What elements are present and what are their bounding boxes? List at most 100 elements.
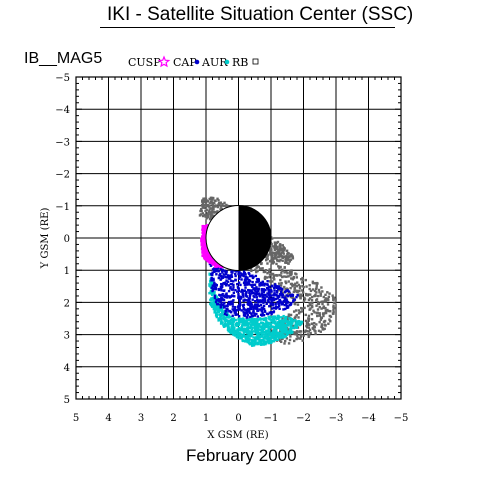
axis-ticks: 5 4 3 2 1 0 −1 −2 −3 −4 −5 −5 −4 −3 −2 −1 0 1 2 3 4 5 <box>55 73 408 424</box>
data-point-rb <box>290 254 294 257</box>
data-point-aur <box>275 329 278 333</box>
data-point-rb <box>287 275 290 278</box>
data-point-cap <box>217 270 220 273</box>
data-point-cap <box>252 283 255 287</box>
data-point-rb <box>212 211 215 214</box>
data-point-cap <box>245 294 248 298</box>
data-point-cusp <box>201 254 205 258</box>
data-point-cap <box>281 302 284 306</box>
data-point-cap <box>213 294 217 297</box>
data-point-cap <box>238 301 242 304</box>
data-point-cap <box>287 305 290 308</box>
legend-symbol-rb <box>252 58 259 65</box>
data-point-aur <box>268 330 271 334</box>
data-point-aur <box>234 324 238 327</box>
data-point-cap <box>233 295 236 298</box>
data-point-rb <box>331 296 335 299</box>
data-point-cap <box>237 289 241 293</box>
data-point-rb <box>284 288 287 291</box>
data-point-aur <box>268 315 272 319</box>
data-point-rb <box>301 289 304 292</box>
data-point-rb <box>324 306 327 310</box>
data-point-cap <box>227 284 231 287</box>
data-point-rb <box>216 197 219 200</box>
data-point-rb <box>270 256 273 260</box>
data-point-cap <box>292 298 295 301</box>
data-point-rb <box>268 268 271 271</box>
data-point-aur <box>295 320 298 323</box>
data-point-cusp <box>204 227 207 231</box>
data-point-cap <box>260 288 263 291</box>
data-point-cap <box>279 292 282 296</box>
legend-symbol-cusp <box>157 55 171 68</box>
data-point-cap <box>250 283 253 287</box>
data-point-cusp <box>213 261 216 265</box>
data-point-rb <box>286 328 290 331</box>
y-tick-label: −4 <box>55 105 70 116</box>
data-point-aur <box>295 324 298 327</box>
data-point-cap <box>271 307 274 310</box>
data-point-rb <box>295 284 299 288</box>
data-point-rb <box>299 306 303 310</box>
data-point-rb <box>292 332 296 335</box>
data-point-aur <box>273 332 277 336</box>
data-point-rb <box>314 287 318 291</box>
data-point-rb <box>272 261 276 264</box>
data-point-rb <box>317 329 321 333</box>
data-point-cap <box>219 267 223 271</box>
data-point-rb <box>209 212 212 215</box>
data-point-rb <box>206 214 210 217</box>
data-point-aur <box>280 330 283 333</box>
data-point-aur <box>222 324 225 327</box>
data-point-aur <box>257 327 260 331</box>
y-tick-label: 0 <box>64 234 70 245</box>
data-point-rb <box>299 335 303 338</box>
data-point-rb <box>294 282 297 285</box>
data-point-rb <box>270 254 274 257</box>
data-point-aur <box>255 326 258 330</box>
legend-label-rb: RB <box>232 56 248 69</box>
data-point-cap <box>214 300 218 304</box>
data-point-aur <box>251 321 255 324</box>
data-point-cusp <box>211 258 215 261</box>
data-point-cap <box>286 294 290 298</box>
data-point-cap <box>230 275 234 278</box>
data-point-rb <box>293 316 296 320</box>
data-point-rb <box>270 248 273 252</box>
data-point-aur <box>268 322 271 325</box>
data-point-cap <box>264 293 267 297</box>
data-point-aur <box>248 318 251 321</box>
data-point-rb <box>281 250 285 253</box>
data-point-aur <box>213 291 216 294</box>
data-point-cap <box>223 301 226 305</box>
data-point-aur <box>218 313 221 316</box>
data-point-rb <box>307 335 310 339</box>
data-point-aur <box>253 338 257 341</box>
data-point-cap <box>249 289 252 293</box>
data-point-rb <box>329 309 332 313</box>
data-point-cap <box>228 295 232 298</box>
data-point-cap <box>254 299 257 303</box>
data-point-aur <box>241 329 244 332</box>
data-point-aur <box>219 322 223 325</box>
data-point-cusp <box>202 250 205 254</box>
data-point-aur <box>257 331 260 335</box>
data-point-aur <box>264 332 268 336</box>
data-point-cusp <box>203 230 206 234</box>
data-point-rb <box>332 310 335 314</box>
data-point-cap <box>217 299 220 302</box>
data-point-aur <box>271 333 274 337</box>
data-point-cap <box>268 311 271 314</box>
data-point-cap <box>231 314 234 317</box>
data-point-aur <box>277 326 280 330</box>
data-point-cap <box>231 271 234 274</box>
data-point-cap <box>247 297 250 300</box>
data-point-aur <box>298 323 301 326</box>
data-point-aur <box>259 341 263 344</box>
data-point-rb <box>217 203 221 206</box>
data-point-aur <box>243 322 246 326</box>
data-point-rb <box>203 199 207 202</box>
data-point-rb <box>331 294 334 297</box>
data-point-cap <box>250 303 253 306</box>
x-tick-label: 4 <box>105 413 111 424</box>
